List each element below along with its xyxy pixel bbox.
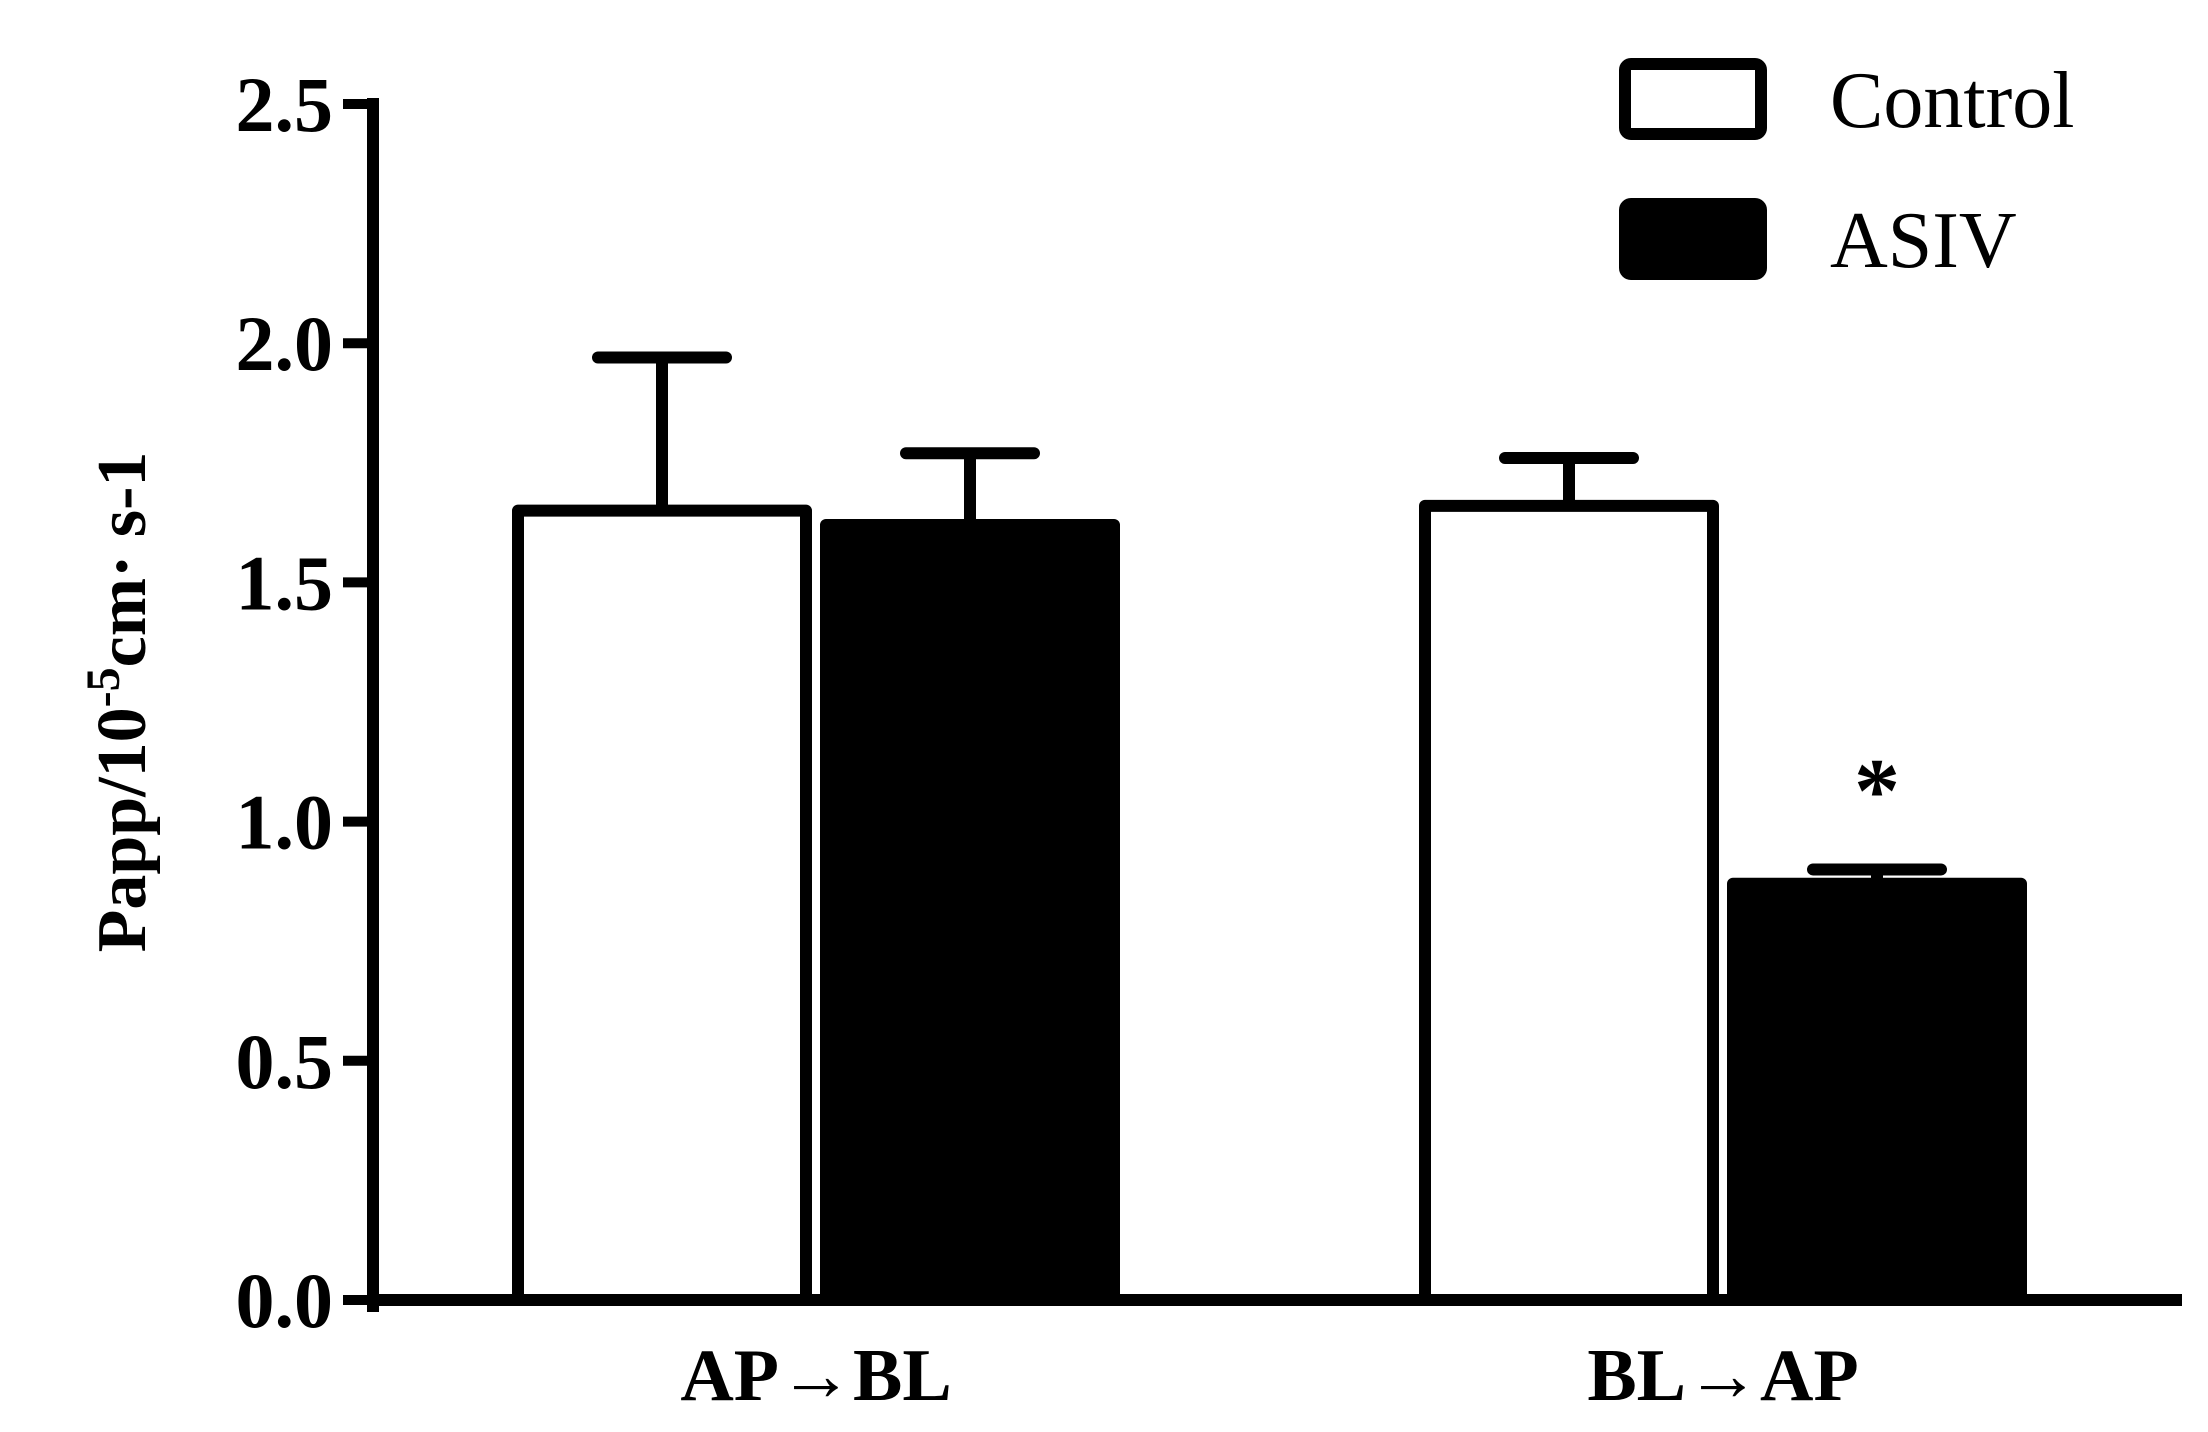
significance-marker: * bbox=[1854, 739, 1900, 841]
y-axis-title: Papp/10-5cm· s-1 bbox=[77, 452, 161, 953]
bar-asiv-1 bbox=[1727, 877, 2027, 1306]
bar-asiv-0 bbox=[820, 518, 1120, 1306]
y-axis-title-tail: cm· s-1 bbox=[84, 452, 161, 668]
y-ticks: 0.0 0.5 1.0 1.5 2.0 2.5 bbox=[236, 61, 373, 1344]
y-tick-label: 2.5 bbox=[236, 61, 334, 148]
y-tick-label: 1.5 bbox=[236, 539, 334, 626]
x-category-label: AP→BL bbox=[680, 1335, 951, 1417]
y-tick-label: 1.0 bbox=[236, 779, 334, 866]
bar-control-0 bbox=[512, 504, 812, 1306]
x-category-label: BL→AP bbox=[1587, 1335, 1858, 1417]
x-category-labels: AP→BL BL→AP bbox=[680, 1335, 1858, 1417]
y-tick-label: 0.5 bbox=[236, 1018, 334, 1105]
legend: Control ASIV bbox=[1619, 57, 2074, 285]
axes-layer bbox=[367, 98, 2182, 1312]
annotations: * bbox=[1854, 739, 1900, 841]
bars-layer bbox=[512, 351, 2027, 1306]
legend-swatch-control bbox=[1619, 58, 1767, 140]
y-tick-label: 0.0 bbox=[236, 1257, 334, 1344]
bar-control-1 bbox=[1419, 499, 1719, 1306]
legend-swatch-asiv bbox=[1619, 198, 1767, 280]
y-axis-title-exponent: -5 bbox=[77, 667, 130, 707]
y-axis-title-main: Papp/10 bbox=[84, 707, 161, 952]
legend-label-asiv: ASIV bbox=[1830, 197, 2017, 285]
legend-label-control: Control bbox=[1830, 57, 2074, 145]
y-tick-label: 2.0 bbox=[236, 300, 334, 387]
